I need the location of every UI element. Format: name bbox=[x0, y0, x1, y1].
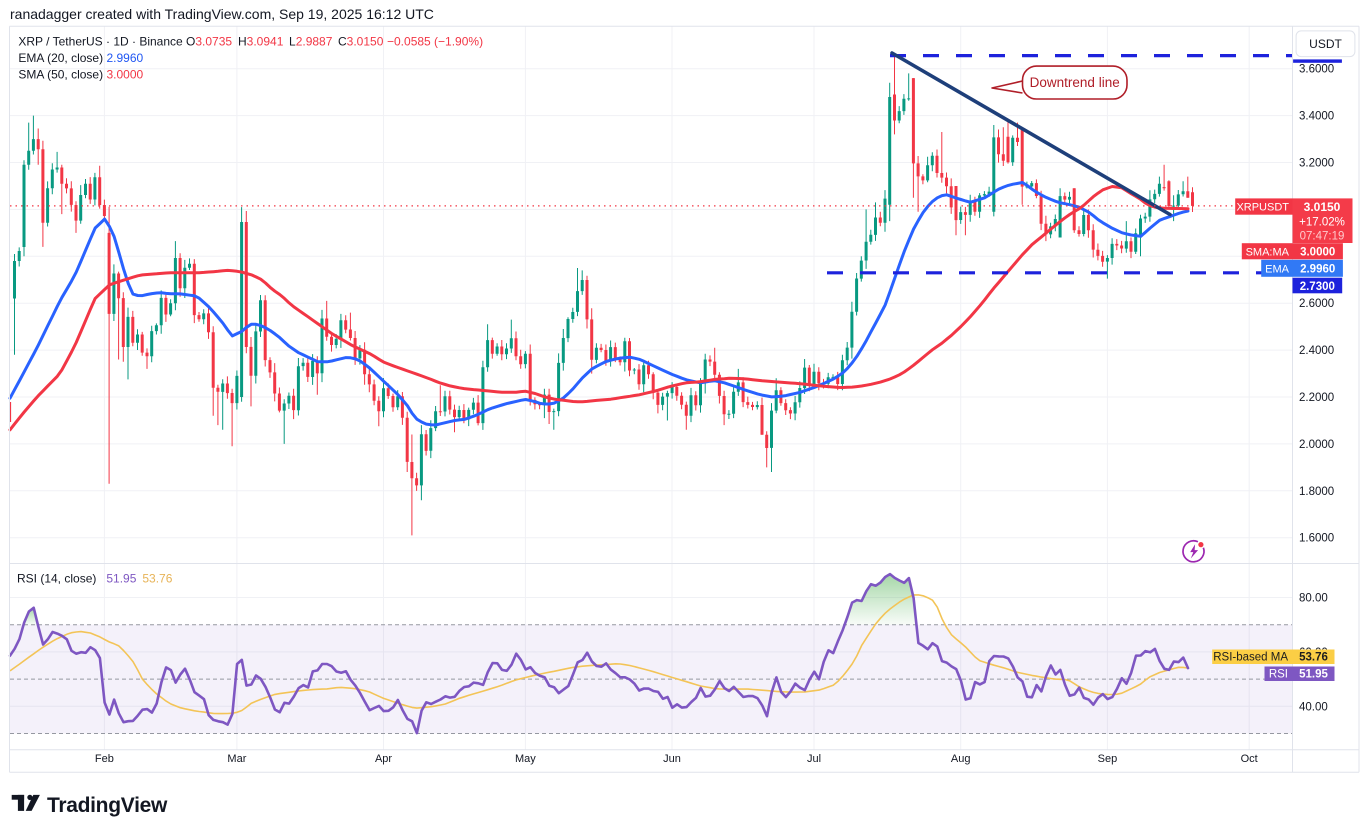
svg-text:+17.02%: +17.02% bbox=[1299, 217, 1345, 229]
svg-text:51.95: 51.95 bbox=[1299, 669, 1328, 681]
svg-text:Jul: Jul bbox=[807, 753, 821, 765]
svg-text:3.6000: 3.6000 bbox=[1299, 64, 1334, 76]
svg-text:2.7300: 2.7300 bbox=[1300, 281, 1335, 293]
svg-text:53.76: 53.76 bbox=[1299, 652, 1328, 664]
svg-text:May: May bbox=[515, 753, 536, 765]
svg-text:SMA:MA: SMA:MA bbox=[1246, 246, 1290, 258]
svg-text:Downtrend line: Downtrend line bbox=[1030, 75, 1120, 90]
svg-text:RSI: RSI bbox=[1269, 669, 1288, 681]
svg-text:2.0000: 2.0000 bbox=[1299, 439, 1334, 451]
svg-text:Oct: Oct bbox=[1241, 753, 1258, 765]
svg-text:3.0000: 3.0000 bbox=[1300, 246, 1335, 258]
svg-text:EMA (20, close)2.9960: EMA (20, close) 2.9960 bbox=[18, 51, 143, 65]
svg-text:2.2000: 2.2000 bbox=[1299, 392, 1334, 404]
svg-text:80.00: 80.00 bbox=[1299, 593, 1328, 605]
svg-text:TradingView: TradingView bbox=[47, 794, 168, 817]
svg-text:Mar: Mar bbox=[227, 753, 246, 765]
svg-text:RSI (14, close) 51.95 53.76: RSI (14, close) 51.95 53.76 bbox=[17, 572, 173, 586]
svg-text:1.8000: 1.8000 bbox=[1299, 486, 1334, 498]
svg-text:3.2000: 3.2000 bbox=[1299, 158, 1334, 170]
svg-text:SMA (50, close)3.0000: SMA (50, close) 3.0000 bbox=[18, 68, 143, 82]
svg-text:3.4000: 3.4000 bbox=[1299, 111, 1334, 123]
svg-text:Apr: Apr bbox=[375, 753, 392, 765]
svg-text:1.6000: 1.6000 bbox=[1299, 533, 1334, 545]
svg-text:Sep: Sep bbox=[1098, 753, 1118, 765]
svg-text:USDT: USDT bbox=[1309, 37, 1342, 51]
svg-text:ranadagger created with Tradin: ranadagger created with TradingView.com,… bbox=[10, 6, 434, 22]
svg-text:Feb: Feb bbox=[95, 753, 114, 765]
svg-text:40.00: 40.00 bbox=[1299, 701, 1328, 713]
svg-text:2.9960: 2.9960 bbox=[1300, 263, 1335, 275]
svg-text:3.0150: 3.0150 bbox=[1304, 200, 1341, 214]
svg-text:Jun: Jun bbox=[663, 753, 681, 765]
svg-text:Aug: Aug bbox=[951, 753, 971, 765]
svg-text:2.6000: 2.6000 bbox=[1299, 298, 1334, 310]
svg-text:07:47:19: 07:47:19 bbox=[1300, 231, 1345, 243]
svg-text:EMA: EMA bbox=[1265, 263, 1290, 275]
svg-text:RSI-based MA: RSI-based MA bbox=[1213, 652, 1288, 664]
svg-text:XRPUSDT: XRPUSDT bbox=[1236, 202, 1289, 214]
svg-text:2.4000: 2.4000 bbox=[1299, 345, 1334, 357]
